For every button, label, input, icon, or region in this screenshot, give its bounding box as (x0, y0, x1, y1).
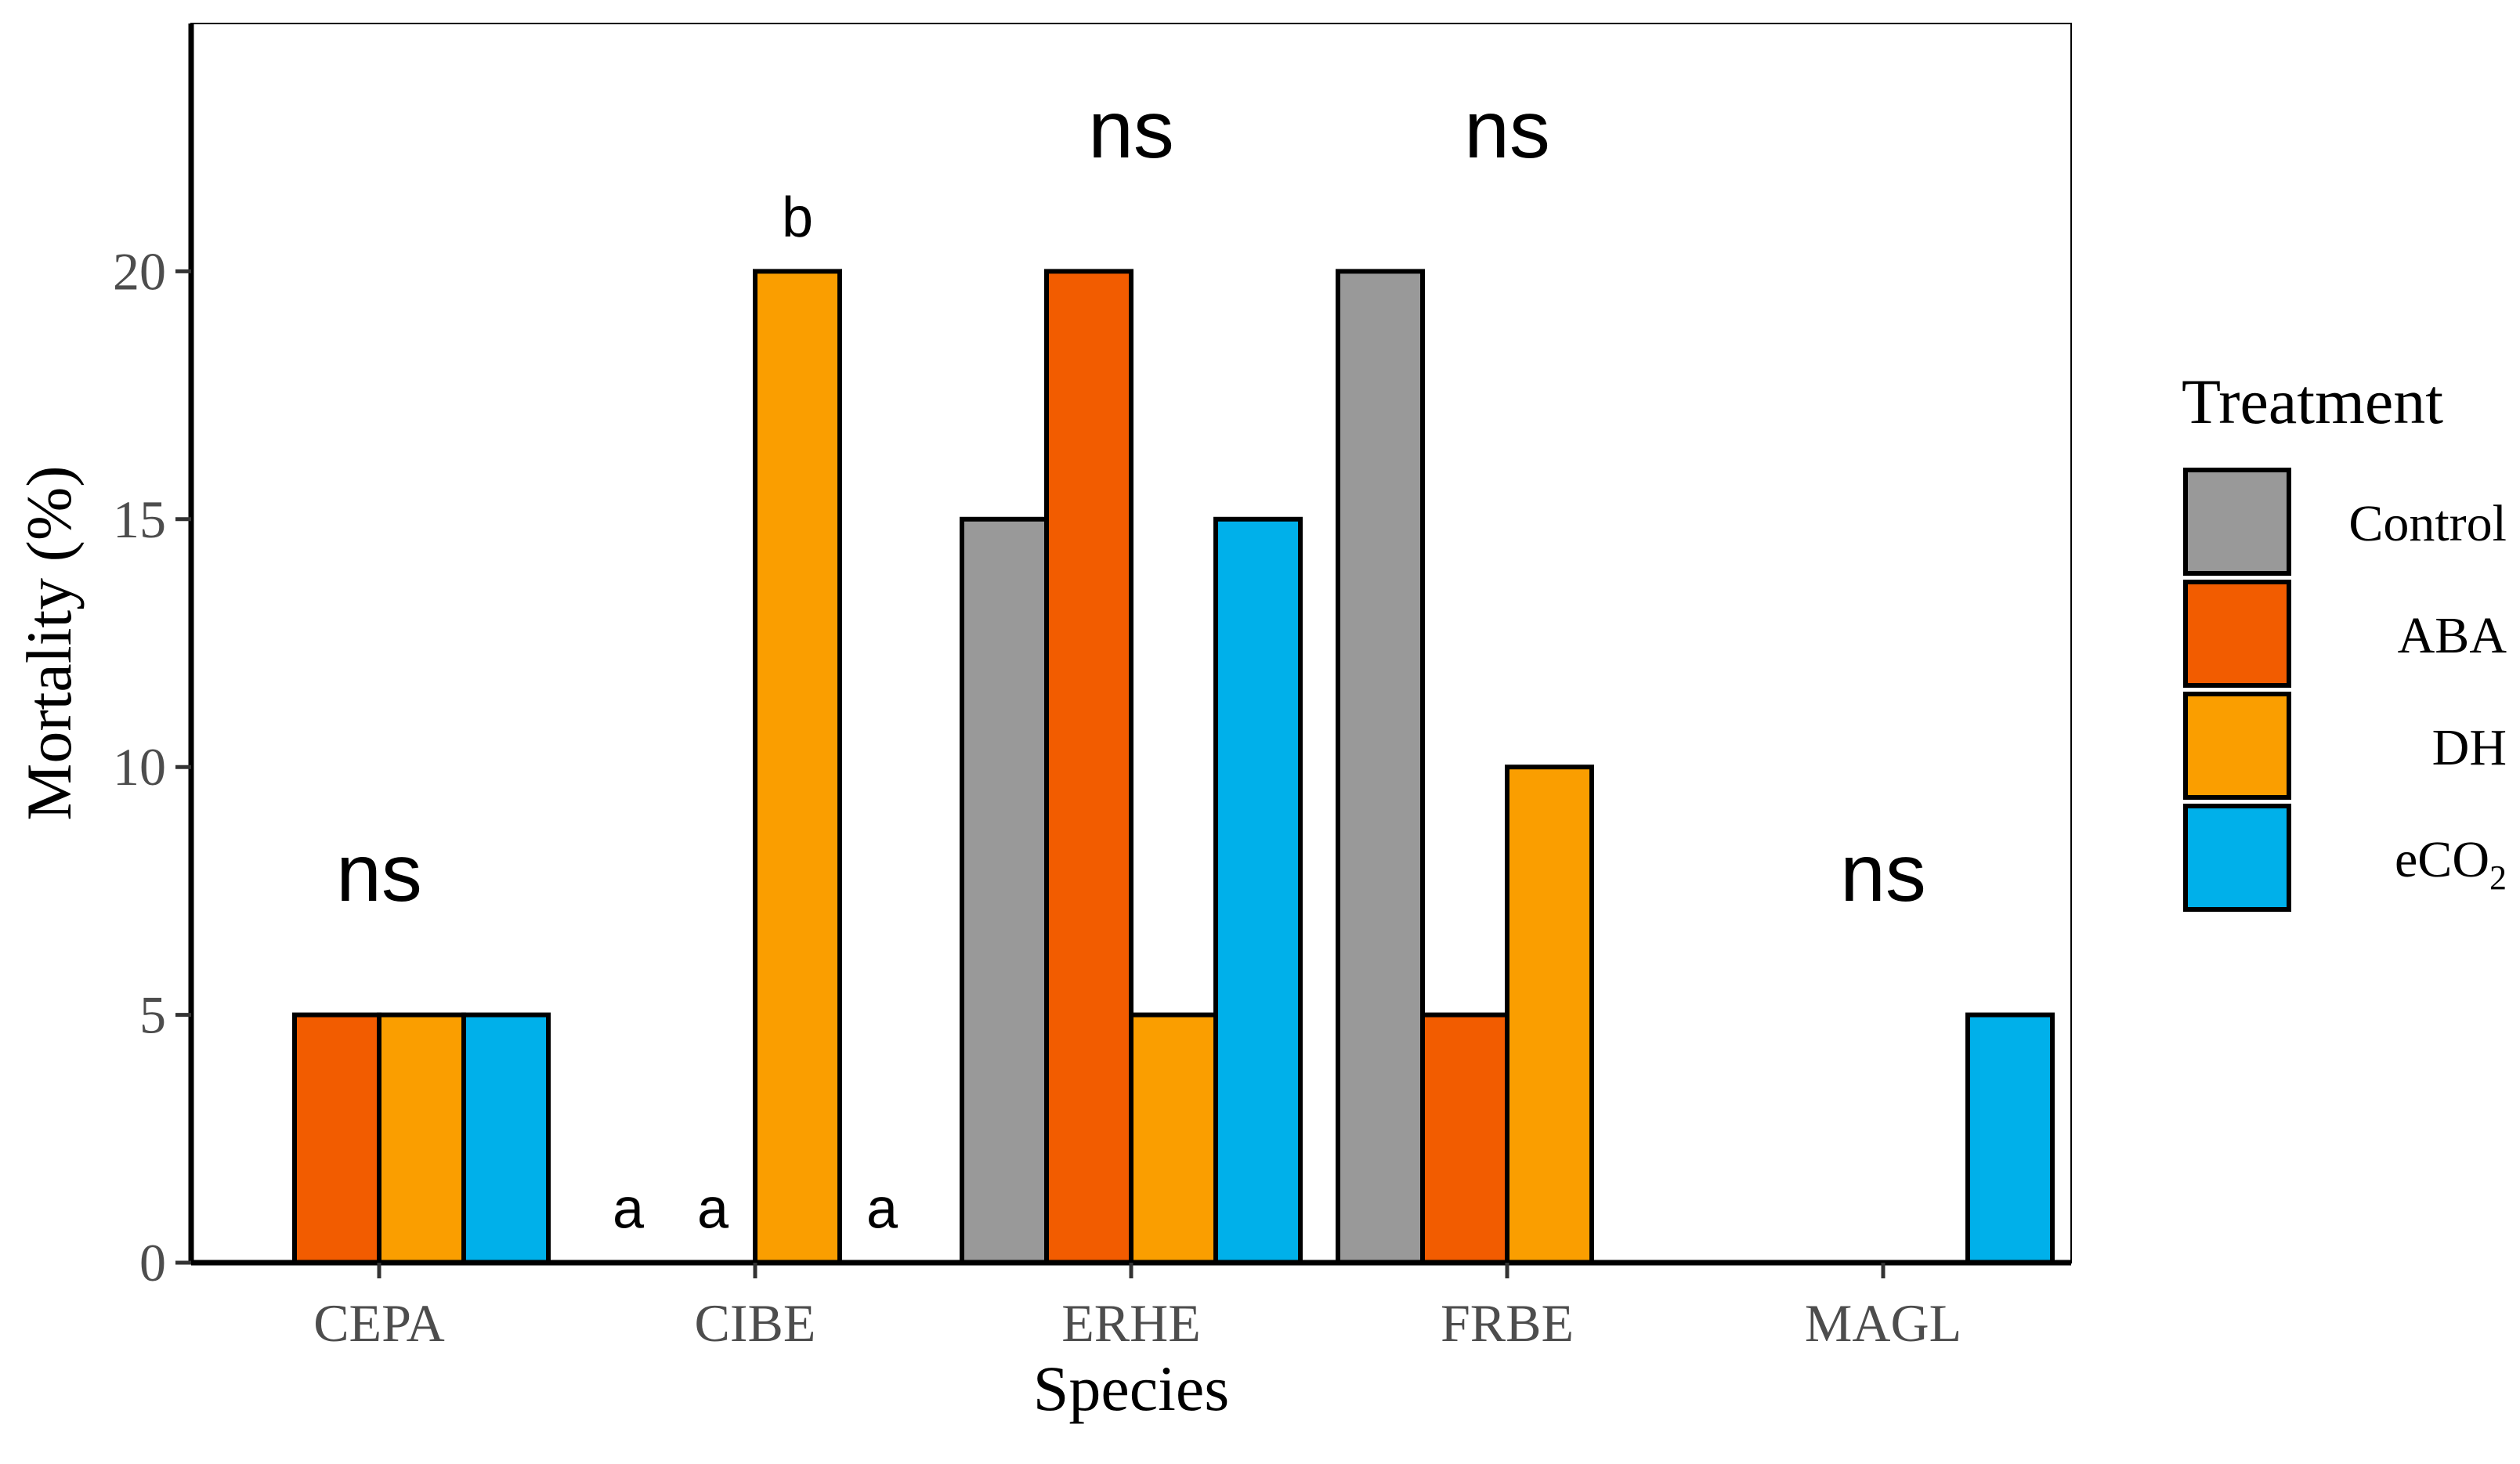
x-tick-label-erhe: ERHE (1061, 1293, 1201, 1353)
y-tick-label: 20 (113, 241, 166, 301)
bar-cibe-dh (753, 269, 842, 1265)
y-tick-label: 5 (139, 985, 166, 1045)
bar-cepa-eco2 (461, 1012, 551, 1265)
bars-group (292, 269, 2055, 1265)
y-ticks-group: 0 5 10 15 20 (113, 241, 191, 1292)
bar-annotation-cibe-control: a (613, 1178, 645, 1241)
legend-label-aba: ABA (2398, 607, 2507, 664)
legend-label-dh: DH (2432, 719, 2507, 776)
legend-key-control (2183, 468, 2291, 576)
legend-key-aba (2183, 580, 2291, 688)
legend-key-eco2 (2183, 804, 2291, 912)
y-axis-title: Mortality (%) (13, 465, 85, 820)
bar-annotation-cibe-aba: a (697, 1178, 729, 1241)
bar-annotation-cibe-eco2: a (866, 1178, 898, 1241)
bar-erhe-dh (1129, 1012, 1218, 1265)
legend-title: Treatment (2182, 366, 2443, 437)
bar-cepa-aba (292, 1012, 381, 1265)
legend: Treatment Control ABA DH eCO2 (2182, 366, 2507, 912)
bar-frbe-control (1336, 269, 1425, 1265)
legend-label-control: Control (2348, 495, 2507, 552)
legend-label-eco2: eCO2 (2395, 831, 2507, 897)
bar-annotation-cibe-dh: b (782, 186, 813, 249)
group-annotation-magl: ns (1840, 828, 1926, 919)
x-axis-title: Species (1033, 1353, 1229, 1424)
group-annotation-frbe: ns (1464, 85, 1550, 175)
y-tick-label: 10 (113, 737, 166, 797)
bar-frbe-aba (1420, 1012, 1509, 1265)
y-tick-label: 15 (113, 490, 166, 549)
legend-key-dh (2183, 692, 2291, 800)
x-tick-label-magl: MAGL (1805, 1293, 1961, 1353)
group-annotation-erhe: ns (1088, 85, 1174, 175)
y-tick-label: 0 (139, 1233, 166, 1292)
group-annotation-cepa: ns (336, 828, 422, 919)
x-ticks-group: CEPA CIBE ERHE FRBE MAGL (313, 1263, 1961, 1353)
x-tick-label-cibe: CIBE (695, 1293, 816, 1353)
x-tick-label-frbe: FRBE (1441, 1293, 1574, 1353)
bar-erhe-control (960, 516, 1049, 1265)
bar-frbe-dh (1505, 765, 1594, 1265)
bar-erhe-aba (1044, 269, 1133, 1265)
bar-erhe-eco2 (1213, 516, 1303, 1265)
x-tick-label-cepa: CEPA (313, 1293, 445, 1353)
bar-magl-eco2 (1965, 1012, 2055, 1265)
bar-cepa-dh (377, 1012, 466, 1265)
